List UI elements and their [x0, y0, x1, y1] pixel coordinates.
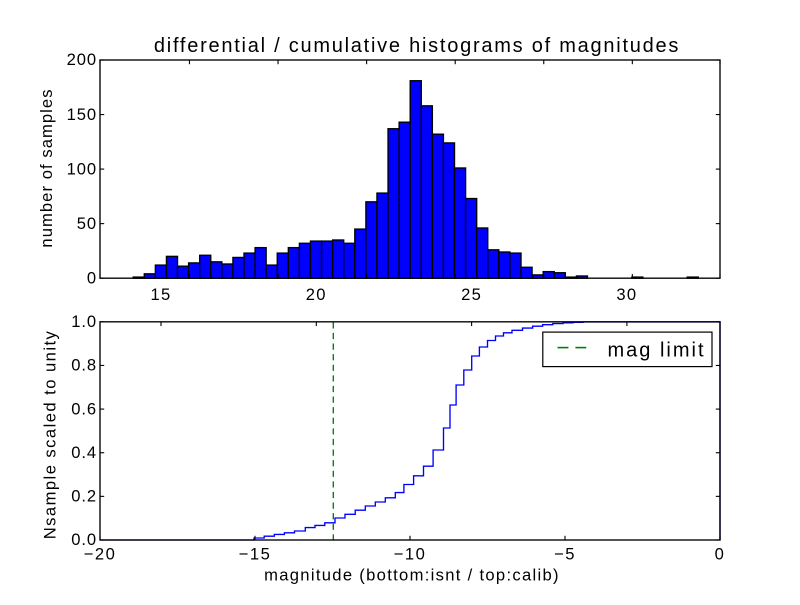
svg-text:25: 25 [461, 285, 482, 304]
svg-text:−20: −20 [84, 545, 117, 564]
svg-text:0.2: 0.2 [71, 487, 97, 506]
svg-text:−10: −10 [394, 545, 427, 564]
svg-text:1.0: 1.0 [71, 312, 97, 331]
svg-text:30: 30 [616, 285, 637, 304]
svg-text:100: 100 [67, 159, 97, 178]
svg-text:0.8: 0.8 [71, 356, 97, 375]
svg-text:20: 20 [306, 285, 327, 304]
svg-text:200: 200 [67, 50, 97, 69]
svg-text:−5: −5 [554, 545, 576, 564]
svg-text:differential / cumulative hist: differential / cumulative histograms of … [154, 35, 680, 57]
svg-text:50: 50 [77, 214, 97, 233]
svg-text:Nsample scaled to unity: Nsample scaled to unity [41, 330, 60, 540]
svg-text:magnitude (bottom:isnt / top:c: magnitude (bottom:isnt / top:calib) [264, 566, 560, 585]
svg-text:−15: −15 [239, 545, 272, 564]
svg-text:0.6: 0.6 [71, 399, 97, 418]
svg-text:15: 15 [150, 285, 171, 304]
svg-text:150: 150 [67, 105, 97, 124]
svg-text:0.4: 0.4 [71, 443, 97, 462]
svg-text:number of samples: number of samples [37, 88, 56, 247]
svg-text:mag limit: mag limit [608, 340, 706, 362]
svg-text:0.0: 0.0 [71, 530, 97, 549]
svg-text:0: 0 [715, 545, 726, 564]
svg-text:0: 0 [87, 268, 97, 287]
